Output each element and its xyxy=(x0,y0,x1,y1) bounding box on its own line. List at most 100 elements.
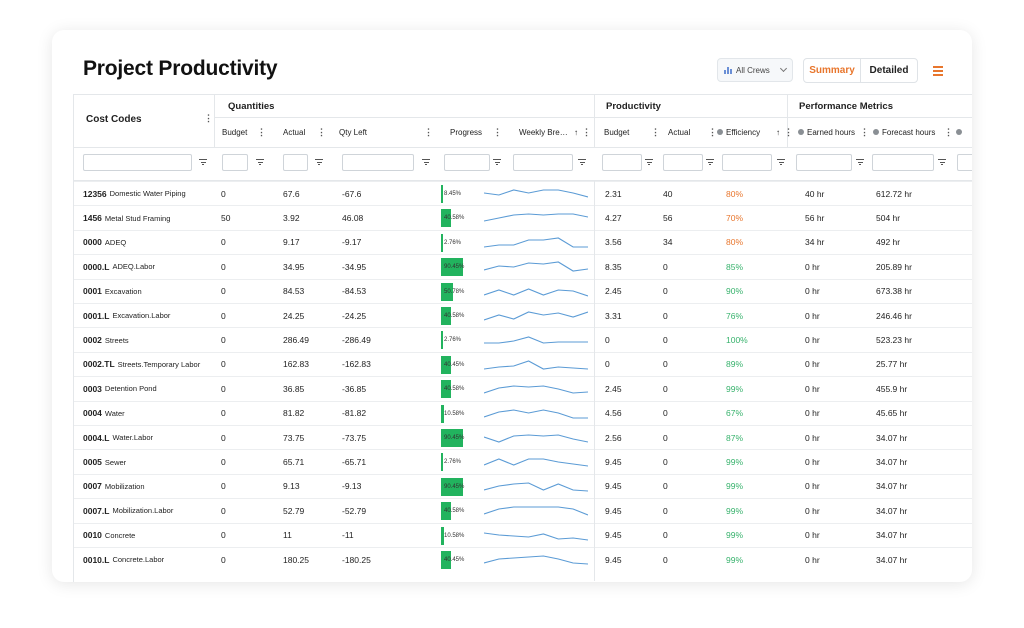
efficiency-sort-icon[interactable]: ↑ xyxy=(776,127,780,137)
p-budget-filter-input[interactable] xyxy=(602,154,642,171)
col-progress[interactable]: Progress xyxy=(450,127,483,137)
qty-left-cell: -67.6 xyxy=(342,188,362,199)
table-row[interactable]: 0000 ADEQ 0 9.17 -9.17 2.76% 3.56 34 80% 34 hr 492… xyxy=(74,229,972,254)
cost-code: 0003 xyxy=(83,383,102,394)
col-cost-codes[interactable]: Cost Codes xyxy=(86,113,142,125)
forecast-hours-cell: 34.07 hr xyxy=(876,505,908,516)
col-actual[interactable]: Actual xyxy=(283,127,306,137)
weekly-menu-icon[interactable]: ⋮ xyxy=(582,127,591,137)
actual-filter-input[interactable] xyxy=(283,154,308,171)
p-budget-menu-icon[interactable]: ⋮ xyxy=(651,127,660,137)
table-row[interactable]: 0005 Sewer 0 65.71 -65.71 2.76% 9.45 0 99% 0 hr 34… xyxy=(74,449,972,473)
filter-icon[interactable] xyxy=(706,159,714,165)
sort-icon[interactable]: ↑ xyxy=(574,127,578,137)
earned-hours-cell: 0 hr xyxy=(805,481,820,492)
cost-code: 0010 xyxy=(83,530,102,541)
filter-icon[interactable] xyxy=(645,159,653,165)
filter-icon[interactable] xyxy=(199,159,207,165)
detailed-tab[interactable]: Detailed xyxy=(869,65,909,76)
cost-code: 0002 xyxy=(83,335,102,346)
filter-icon[interactable] xyxy=(315,159,323,165)
table-row[interactable]: 0010 Concrete 0 11 -11 10.58% 9.45 0 99% 0 hr 34.0… xyxy=(74,522,972,547)
earned-hours-menu-icon[interactable]: ⋮ xyxy=(860,127,869,137)
budget-cell: 0 xyxy=(221,335,226,346)
cost-code: 0001 xyxy=(83,286,102,297)
progress-filter-input[interactable] xyxy=(444,154,490,171)
table-row[interactable]: 0004.L Water.Labor 0 73.75 -73.75 90.45% 2.56 0… xyxy=(74,425,972,449)
efficiency-cell: 99% xyxy=(726,383,744,394)
table-row[interactable]: 12356 Domestic Water Piping 0 67.6 -67.6 8.45… xyxy=(74,181,972,205)
budget-cell: 0 xyxy=(221,237,226,248)
p-budget-cell: 8.35 xyxy=(605,261,622,272)
weekly-filter-input[interactable] xyxy=(513,154,573,171)
table-row[interactable]: 0000.L ADEQ.Labor 0 34.95 -34.95 90.45% 8.35 0 8… xyxy=(74,254,972,278)
cost-code-cell: 0000.L ADEQ.Labor xyxy=(83,255,155,278)
cost-codes-filter-input[interactable] xyxy=(83,154,192,171)
earned-hours-cell: 0 hr xyxy=(805,383,820,394)
filter-icon[interactable] xyxy=(256,159,264,165)
forecast-hours-filter-input[interactable] xyxy=(872,154,934,171)
col-efficiency[interactable]: Efficiency xyxy=(717,125,760,139)
filter-icon[interactable] xyxy=(578,159,586,165)
cost-codes-menu-icon[interactable]: ⋮ xyxy=(204,113,213,123)
table-row[interactable]: 0004 Water 0 81.82 -81.82 10.58% 4.56 0 67% 0 hr 4… xyxy=(74,400,972,425)
filter-icon[interactable] xyxy=(493,159,501,165)
table-row[interactable]: 1456 Metal Stud Framing 50 3.92 46.08 40.58% 4… xyxy=(74,205,972,229)
sparkline-path xyxy=(484,409,588,419)
qty-left-menu-icon[interactable]: ⋮ xyxy=(424,127,433,137)
cost-code-name: Excavation xyxy=(104,286,142,296)
earned-hours-filter-input[interactable] xyxy=(796,154,852,171)
cost-code-name: Streets xyxy=(104,335,129,345)
p-actual-filter-input[interactable] xyxy=(663,154,703,171)
progress-bar xyxy=(441,429,463,447)
crew-filter-dropdown[interactable]: All Crews xyxy=(717,58,793,82)
col-weekly[interactable]: Weekly Bre… xyxy=(519,127,568,137)
forecast-hours-cell: 673.38 hr xyxy=(876,286,912,297)
table-row[interactable]: 0007.L Mobilization.Labor 0 52.79 -52.79 40.5… xyxy=(74,498,972,522)
cost-code-cell: 0007.L Mobilization.Labor xyxy=(83,499,173,522)
budget-cell: 0 xyxy=(221,554,226,565)
efficiency-menu-icon[interactable]: ⋮ xyxy=(784,127,793,137)
actual-menu-icon[interactable]: ⋮ xyxy=(317,127,326,137)
filter-icon[interactable] xyxy=(938,159,946,165)
filter-icon[interactable] xyxy=(777,159,785,165)
earned-hours-cell: 0 hr xyxy=(805,457,820,468)
sparkline-path xyxy=(484,261,588,272)
budget-menu-icon[interactable]: ⋮ xyxy=(257,127,266,137)
table-row[interactable]: 0002.TL Streets.Temporary Labor 0 162.83 -16… xyxy=(74,351,972,376)
menu-icon[interactable] xyxy=(933,66,943,76)
progress-bar xyxy=(441,209,451,228)
table-row[interactable]: 0001 Excavation 0 84.53 -84.53 50.78% 2.45 0 90%… xyxy=(74,278,972,303)
cost-code-name: Sewer xyxy=(104,457,127,467)
view-toggle[interactable]: Summary Detailed xyxy=(803,58,918,83)
earned-hours-cell: 0 hr xyxy=(805,286,820,297)
efficiency-filter-input[interactable] xyxy=(722,154,772,171)
col-p-actual[interactable]: Actual xyxy=(668,127,691,137)
filter-icon[interactable] xyxy=(856,159,864,165)
p-actual-menu-icon[interactable]: ⋮ xyxy=(708,127,717,137)
progress-menu-icon[interactable]: ⋮ xyxy=(493,127,502,137)
efficiency-cell: 85% xyxy=(726,261,744,272)
qty-left-filter-input[interactable] xyxy=(342,154,414,171)
actual-cell: 73.75 xyxy=(283,432,305,443)
filter-icon[interactable] xyxy=(422,159,430,165)
forecast-hours-menu-icon[interactable]: ⋮ xyxy=(944,127,953,137)
table-row[interactable]: 0002 Streets 0 286.49 -286.49 2.76% 0 0 100% 0 hr… xyxy=(74,327,972,351)
crew-filter-label: All Crews xyxy=(736,65,770,75)
col-budget[interactable]: Budget xyxy=(222,127,248,137)
earned-hours-cell: 0 hr xyxy=(805,554,820,565)
table-row[interactable]: 0007 Mobilization 0 9.13 -9.13 90.45% 9.45 0 99%… xyxy=(74,473,972,498)
sparkline-path xyxy=(484,482,588,492)
extra-filter-input[interactable] xyxy=(957,154,972,171)
col-qty-left[interactable]: Qty Left xyxy=(339,127,368,137)
efficiency-cell: 70% xyxy=(726,213,744,224)
forecast-hours-cell: 612.72 hr xyxy=(876,188,912,199)
col-forecast-hours[interactable]: Forecast hours xyxy=(873,125,935,139)
budget-filter-input[interactable] xyxy=(222,154,248,171)
table-row[interactable]: 0003 Detention Pond 0 36.85 -36.85 40.58% 2.45… xyxy=(74,376,972,400)
col-earned-hours[interactable]: Earned hours xyxy=(798,125,855,139)
summary-tab[interactable]: Summary xyxy=(804,59,861,82)
table-row[interactable]: 0001.L Excavation.Labor 0 24.25 -24.25 40.58%… xyxy=(74,303,972,327)
table-row[interactable]: 0010.L Concrete.Labor 0 180.25 -180.25 40.45%… xyxy=(74,547,972,571)
col-p-budget[interactable]: Budget xyxy=(604,127,630,137)
